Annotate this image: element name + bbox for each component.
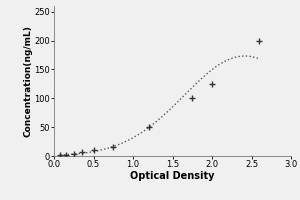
- X-axis label: Optical Density: Optical Density: [130, 171, 215, 181]
- Y-axis label: Concentration(ng/mL): Concentration(ng/mL): [24, 25, 33, 137]
